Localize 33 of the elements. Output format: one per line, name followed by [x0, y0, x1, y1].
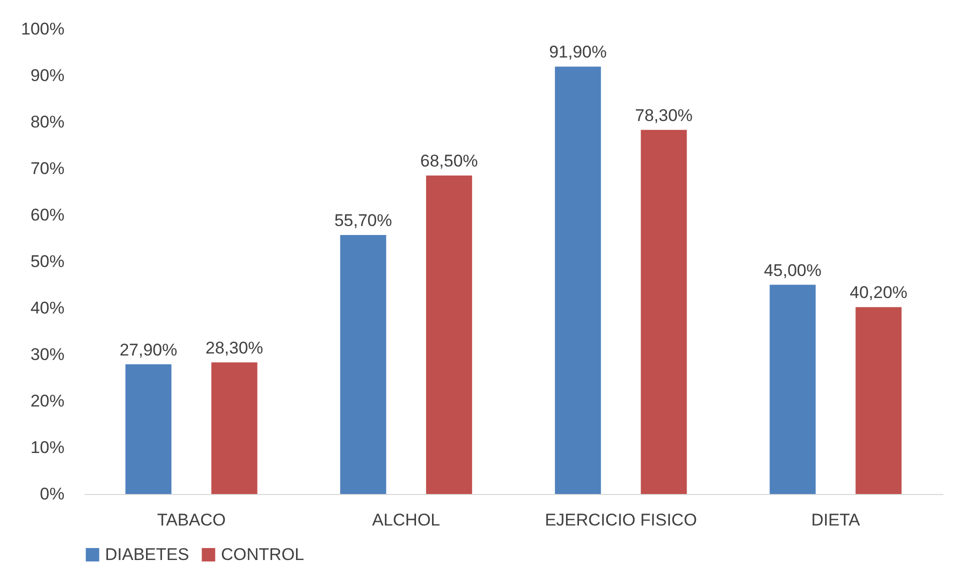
data-label: 55,70%	[334, 210, 392, 230]
data-label: 40,20%	[850, 283, 908, 302]
legend-label: CONTROL	[221, 544, 304, 564]
y-tick-label: 40%	[30, 298, 64, 318]
bar	[211, 362, 258, 494]
bar	[554, 66, 601, 494]
x-tick-label: EJERCICIO FISICO	[544, 510, 697, 530]
data-label: 78,30%	[634, 106, 693, 125]
y-tick-label: 90%	[30, 66, 64, 85]
y-tick-label: 70%	[30, 159, 64, 178]
y-tick-label: 80%	[30, 112, 64, 132]
y-tick-label: 30%	[30, 345, 64, 364]
y-tick-label: 10%	[30, 438, 64, 457]
data-label: 28,30%	[205, 338, 264, 358]
x-tick-label: TABACO	[157, 510, 226, 530]
y-tick-label: 100%	[21, 20, 64, 38]
y-tick-label: 50%	[30, 252, 64, 271]
y-tick-label: 20%	[30, 392, 64, 410]
y-tick-label: 60%	[30, 206, 64, 224]
data-label: 68,50%	[420, 151, 478, 170]
legend-label: DIABETES	[105, 544, 190, 564]
x-tick-label: DIETA	[811, 510, 861, 530]
data-label: 91,90%	[549, 42, 607, 62]
bar	[426, 175, 472, 494]
bar	[770, 284, 816, 494]
bar	[856, 307, 902, 494]
bar	[125, 364, 172, 494]
data-label: 27,90%	[120, 340, 178, 360]
y-tick-label: 0%	[40, 484, 64, 504]
x-tick-label: ALCHOL	[372, 510, 440, 530]
bar	[340, 234, 386, 494]
bar	[640, 130, 687, 494]
data-label: 45,00%	[764, 260, 822, 280]
